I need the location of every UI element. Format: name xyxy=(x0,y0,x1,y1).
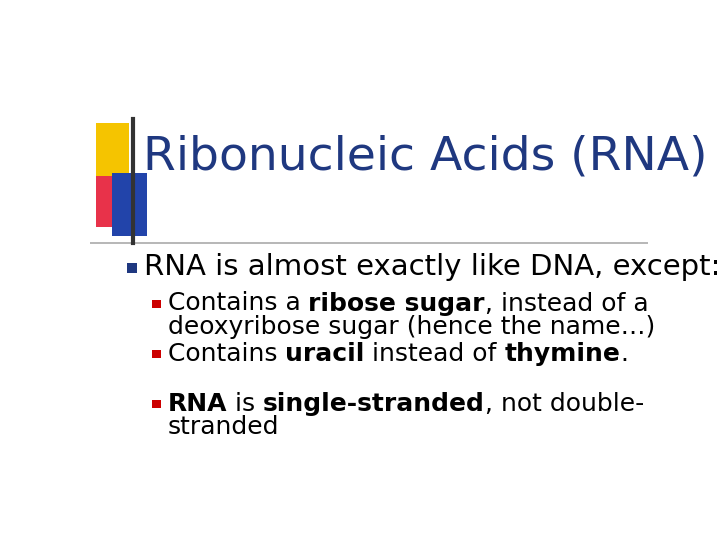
Text: Ribonucleic Acids (RNA): Ribonucleic Acids (RNA) xyxy=(143,134,707,180)
Bar xyxy=(127,262,138,273)
Text: RNA: RNA xyxy=(168,392,227,416)
Bar xyxy=(96,123,129,180)
Text: RNA is almost exactly like DNA, except:: RNA is almost exactly like DNA, except: xyxy=(144,253,720,281)
Text: , not double-: , not double- xyxy=(485,392,644,416)
Bar xyxy=(96,177,121,226)
Text: instead of: instead of xyxy=(364,342,505,366)
Text: stranded: stranded xyxy=(168,415,279,438)
Text: , instead of a: , instead of a xyxy=(485,292,649,315)
Text: uracil: uracil xyxy=(285,342,364,366)
Text: .: . xyxy=(621,342,629,366)
Text: ribose sugar: ribose sugar xyxy=(308,292,485,315)
Bar xyxy=(152,400,161,408)
Text: thymine: thymine xyxy=(505,342,621,366)
Bar xyxy=(152,300,161,308)
Text: Contains: Contains xyxy=(168,342,285,366)
Bar xyxy=(112,173,147,236)
Text: Contains a: Contains a xyxy=(168,292,308,315)
Text: is: is xyxy=(227,392,263,416)
Bar xyxy=(152,350,161,358)
Text: single-stranded: single-stranded xyxy=(263,392,485,416)
Text: deoxyribose sugar (hence the name…): deoxyribose sugar (hence the name…) xyxy=(168,315,654,339)
